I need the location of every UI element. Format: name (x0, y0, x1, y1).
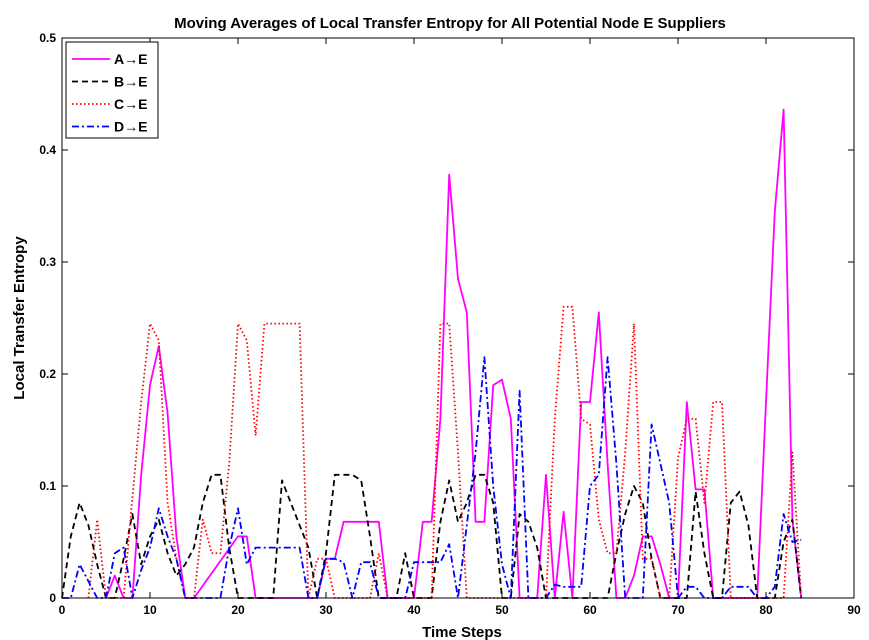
legend-label-4: D→E (114, 119, 147, 135)
x-tick-label: 70 (671, 603, 685, 617)
plot-frame (61, 37, 855, 599)
legend-label-2: B→E (114, 74, 147, 90)
x-tick-label: 90 (847, 603, 861, 617)
legend-label-1: A→E (114, 51, 147, 67)
x-tick-label: 30 (319, 603, 333, 617)
x-tick-label: 10 (143, 603, 157, 617)
y-tick-label: 0.4 (39, 143, 56, 157)
chart-title: Moving Averages of Local Transfer Entrop… (174, 15, 726, 32)
x-axis-label: Time Steps (422, 624, 502, 640)
x-tick-label: 50 (495, 603, 509, 617)
axis-ticks: 0 10 20 30 40 50 60 70 80 90 0 0.1 0.2 0.3 0.4 0.5 (39, 31, 861, 617)
x-tick-label: 20 (231, 603, 245, 617)
x-tick-label: 0 (59, 603, 66, 617)
series-line-1 (105, 108, 803, 599)
y-axis-label: Local Transfer Entropy (11, 236, 28, 400)
y-tick-label: 0.1 (39, 479, 56, 493)
legend-label-3: C→E (114, 96, 147, 112)
y-tick-label: 0 (49, 591, 56, 605)
y-tick-label: 0.3 (39, 255, 56, 269)
y-tick-label: 0.5 (39, 31, 56, 45)
x-tick-label: 40 (407, 603, 421, 617)
y-tick-label: 0.2 (39, 367, 56, 381)
legend-box (65, 41, 159, 139)
x-tick-label: 60 (583, 603, 597, 617)
legend: A→E B→E C→E D→E (65, 41, 159, 139)
x-tick-label: 80 (759, 603, 773, 617)
